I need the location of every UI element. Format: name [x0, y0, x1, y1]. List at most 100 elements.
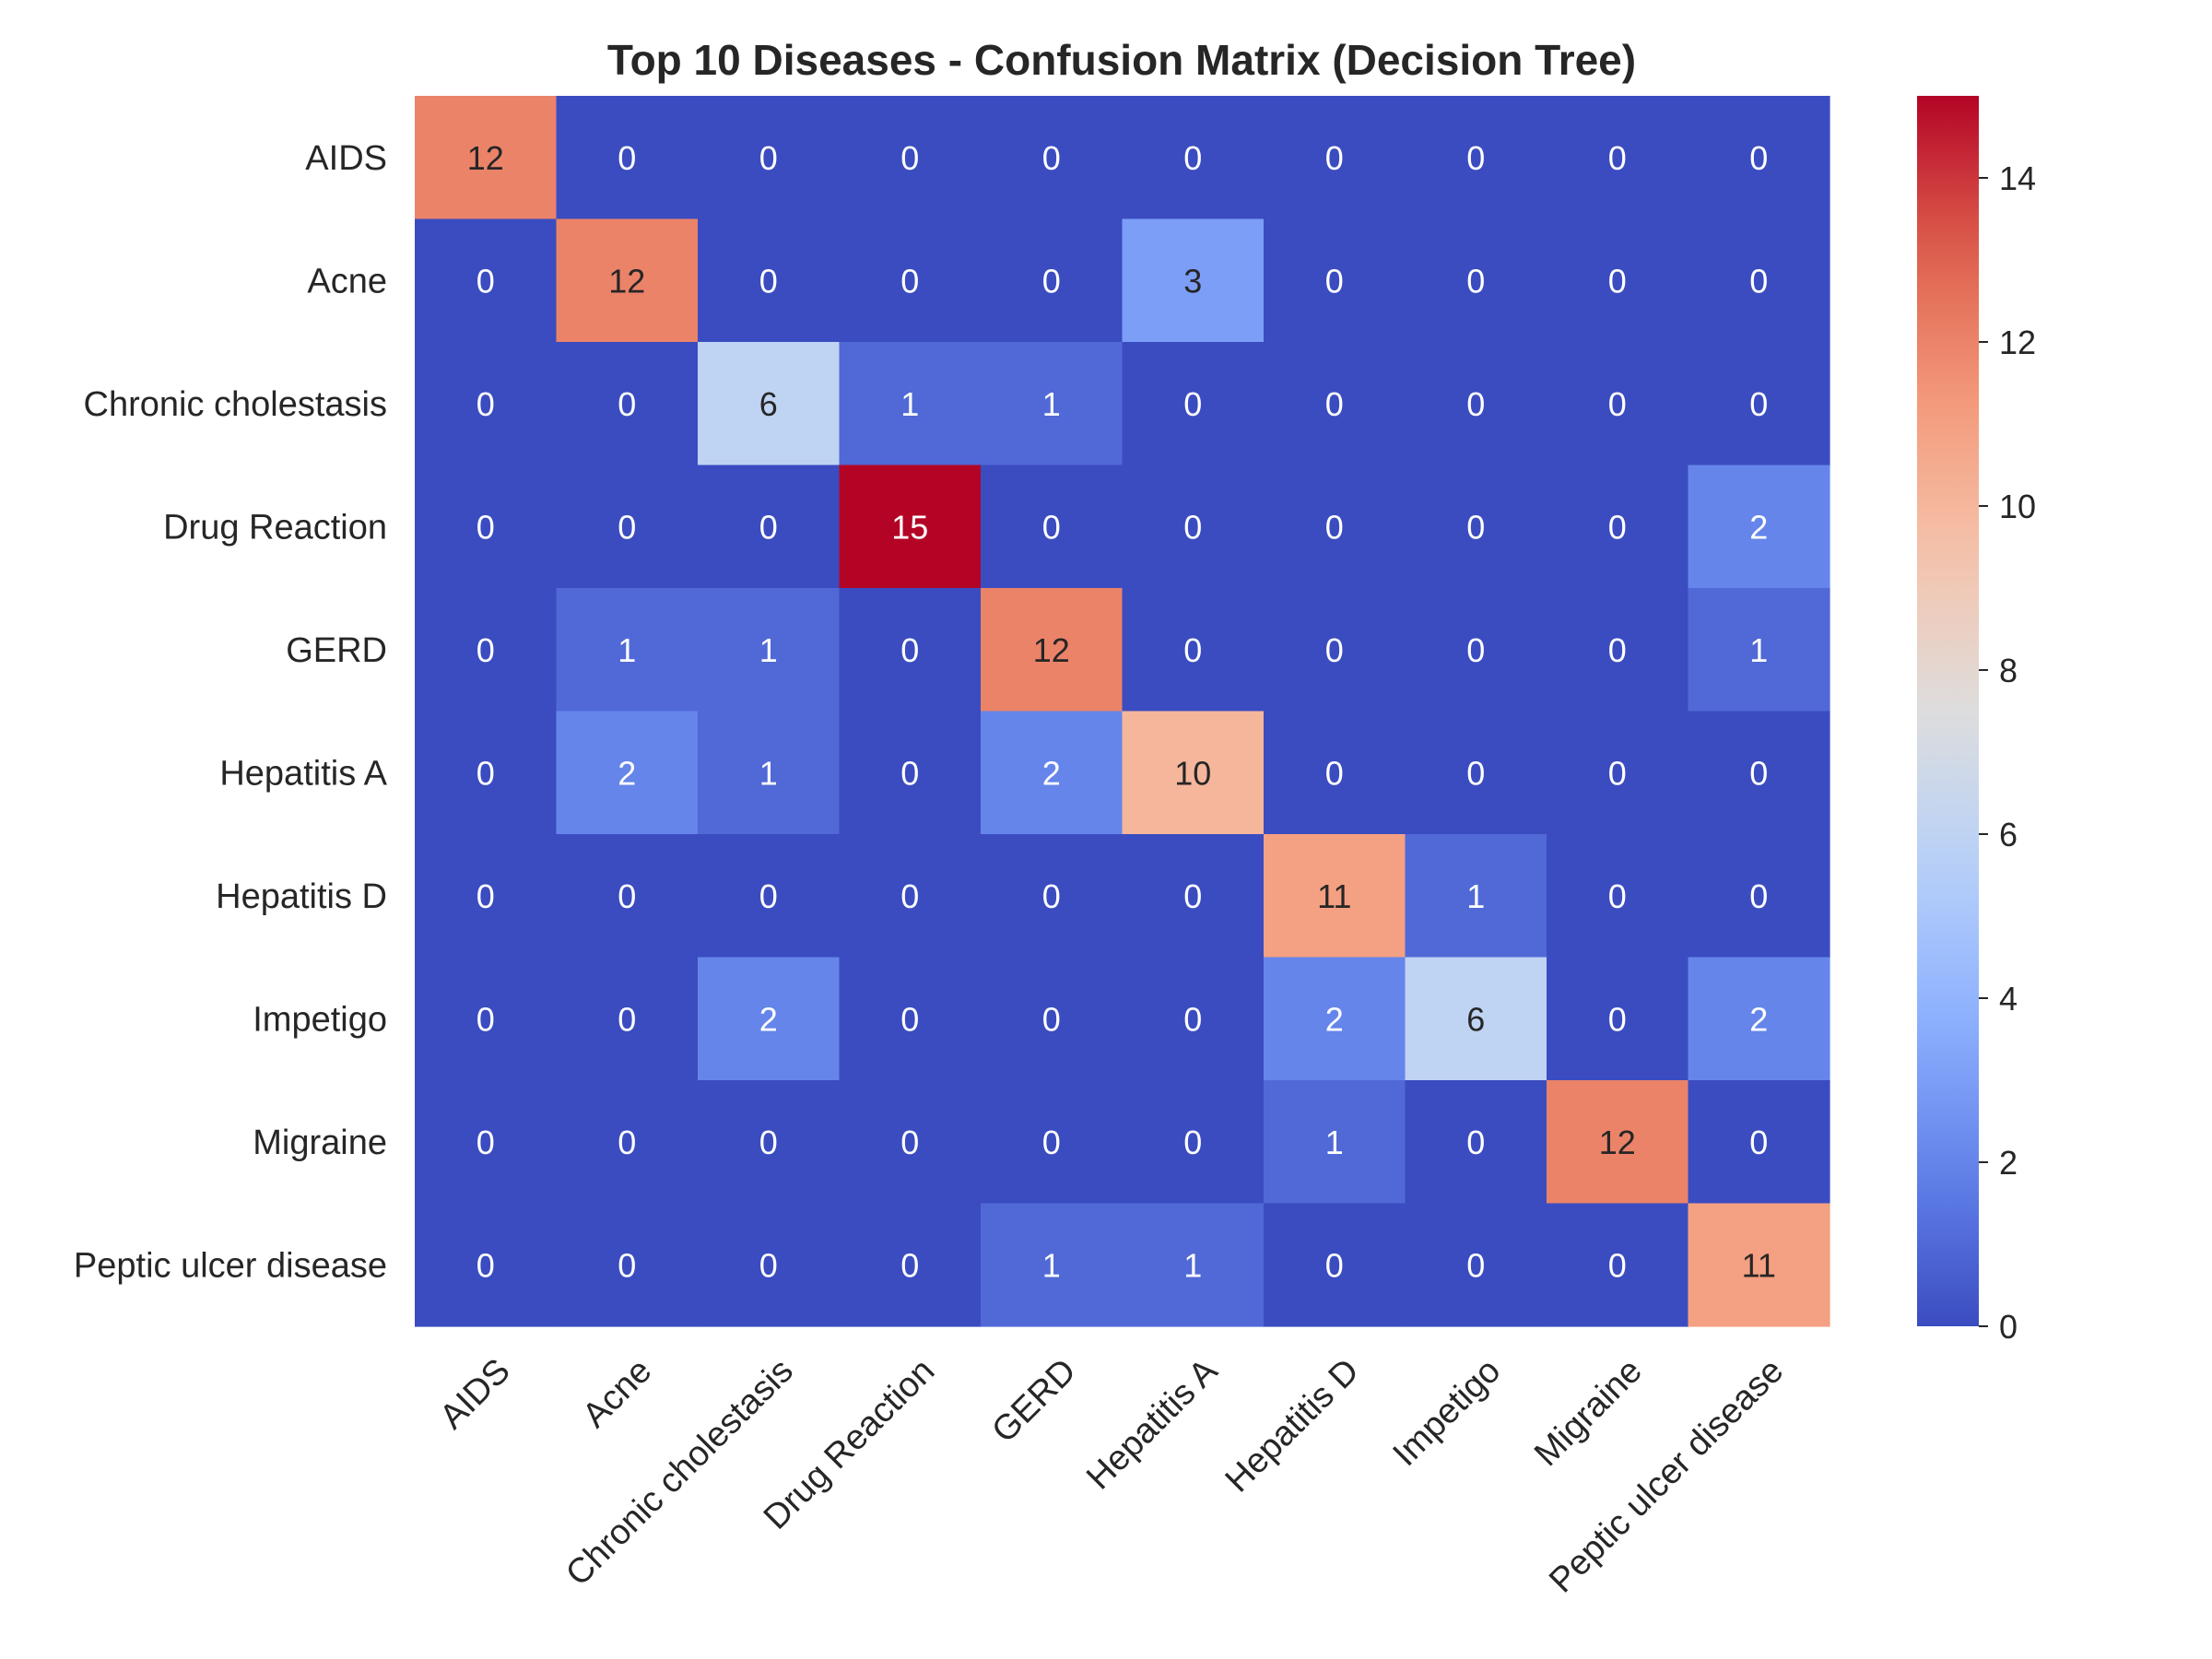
heatmap-cell	[1264, 1203, 1406, 1327]
heatmap-cell	[981, 1080, 1124, 1205]
cell-value-label: 0	[618, 1000, 636, 1038]
cell-value-label: 0	[759, 877, 778, 915]
heatmap-cell	[839, 1203, 982, 1327]
x-tick-label: Migraine	[1527, 1351, 1650, 1474]
x-tick-label: Hepatitis A	[1079, 1351, 1226, 1498]
heatmap-cell	[1122, 1080, 1265, 1205]
heatmap-cell	[1688, 711, 1830, 835]
heatmap-cell	[698, 96, 841, 220]
cell-value-label: 0	[477, 1246, 495, 1284]
cell-value-label: 0	[1466, 1246, 1485, 1284]
cell-value-label: 0	[618, 1246, 636, 1284]
cell-value-label: 12	[608, 262, 645, 300]
cell-value-label: 0	[1042, 1000, 1061, 1038]
cell-value-label: 0	[900, 754, 919, 792]
heatmap-cell	[1547, 465, 1689, 589]
heatmap-cell	[698, 957, 841, 1081]
heatmap-cell	[1122, 834, 1265, 959]
cell-value-label: 0	[1325, 631, 1344, 669]
heatmap-cell	[1122, 711, 1265, 835]
cell-value-label: 1	[1466, 877, 1485, 915]
cell-value-label: 0	[1183, 1124, 1202, 1161]
cell-value-label: 0	[1042, 139, 1061, 177]
cell-value-label: 0	[1608, 754, 1627, 792]
y-axis-tick-labels: AIDS Acne Chronic cholestasis Drug Reaction…	[74, 139, 388, 1286]
heatmap-cell	[698, 711, 841, 835]
heatmap-cell	[981, 711, 1124, 835]
heatmap-cell	[981, 218, 1124, 343]
cell-value-label: 0	[618, 508, 636, 546]
heatmap-cell	[556, 834, 699, 959]
cell-value-label: 0	[1183, 508, 1202, 546]
heatmap-cell	[1264, 342, 1406, 466]
colorbar-tick-label: 4	[1999, 980, 2018, 1018]
colorbar-tick-label: 6	[1999, 816, 2018, 853]
heatmap-cell	[698, 218, 841, 343]
cell-value-label: 2	[759, 1000, 778, 1038]
heatmap-cell	[1405, 711, 1547, 835]
cell-value-label: 0	[1042, 262, 1061, 300]
heatmap-cells	[415, 96, 1830, 1327]
heatmap-cell	[1405, 834, 1547, 959]
cell-value-label: 1	[1042, 385, 1061, 423]
cell-value-label: 0	[1325, 262, 1344, 300]
heatmap-cell	[698, 465, 841, 589]
cell-value-label: 0	[477, 508, 495, 546]
heatmap-cell	[556, 1080, 699, 1205]
cell-value-label: 0	[1325, 385, 1344, 423]
cell-value-label: 0	[618, 877, 636, 915]
heatmap-cell	[1122, 96, 1265, 220]
heatmap-cell	[698, 1203, 841, 1327]
heatmap-cell	[839, 834, 982, 959]
cell-value-label: 0	[1466, 385, 1485, 423]
heatmap-cell	[1547, 1080, 1689, 1205]
cell-value-label: 0	[1042, 877, 1061, 915]
cell-value-label: 0	[1749, 139, 1768, 177]
cell-value-label: 1	[759, 754, 778, 792]
heatmap-cell	[981, 342, 1124, 466]
heatmap-cell	[1405, 465, 1547, 589]
cell-value-label: 0	[1749, 385, 1768, 423]
heatmap-cell	[1264, 1080, 1406, 1205]
heatmap-cell	[1547, 96, 1689, 220]
cell-value-label: 0	[477, 754, 495, 792]
cell-value-label: 6	[1466, 1000, 1485, 1038]
cell-value-label: 0	[759, 262, 778, 300]
cell-value-label: 0	[1749, 877, 1768, 915]
cell-value-label: 0	[1466, 262, 1485, 300]
heatmap-cell	[1547, 711, 1689, 835]
chart-title: Top 10 Diseases - Confusion Matrix (Deci…	[607, 36, 1636, 84]
cell-value-label: 0	[900, 1246, 919, 1284]
heatmap-cell	[1688, 342, 1830, 466]
heatmap-cell	[556, 96, 699, 220]
y-tick-label: Hepatitis A	[219, 754, 387, 793]
heatmap-cell	[415, 711, 558, 835]
heatmap-cell	[1122, 342, 1265, 466]
y-tick-label: Hepatitis D	[216, 877, 387, 916]
heatmap-cell	[1264, 834, 1406, 959]
cell-value-labels: 12 0 0 0 0 0 0 0 0 00 12 0 0 0 3 0 0 0 00 0 6 1 1 0 0 0 0 00 0 0 15 0 0 0…	[467, 139, 1776, 1285]
heatmap-cell	[981, 1203, 1124, 1327]
heatmap-cell	[981, 834, 1124, 959]
heatmap-cell	[1405, 218, 1547, 343]
heatmap-cell	[1688, 465, 1830, 589]
heatmap-cell	[1122, 588, 1265, 712]
heatmap-cell	[415, 1080, 558, 1205]
cell-value-label: 0	[477, 877, 495, 915]
cell-value-label: 0	[1608, 877, 1627, 915]
cell-value-label: 2	[1325, 1000, 1344, 1038]
heatmap-cell	[981, 588, 1124, 712]
cell-value-label: 1	[618, 631, 636, 669]
heatmap-cell	[1688, 96, 1830, 220]
cell-value-label: 0	[1183, 631, 1202, 669]
heatmap-cell	[698, 342, 841, 466]
cell-value-label: 2	[618, 754, 636, 792]
cell-value-label: 0	[477, 1124, 495, 1161]
cell-value-label: 0	[1608, 139, 1627, 177]
heatmap-cell	[1122, 1203, 1265, 1327]
cell-value-label: 0	[1183, 877, 1202, 915]
x-tick-label: Impetigo	[1386, 1351, 1509, 1474]
heatmap-cell	[981, 465, 1124, 589]
